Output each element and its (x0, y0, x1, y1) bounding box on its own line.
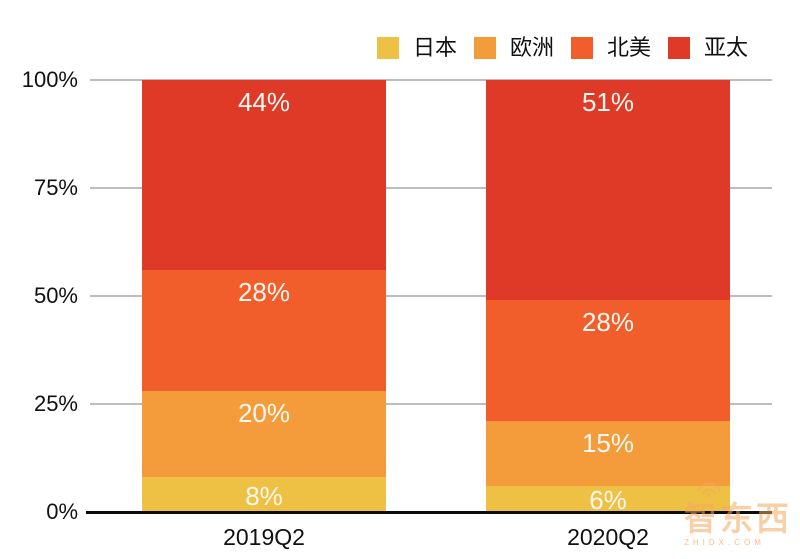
legend-label: 欧洲 (509, 35, 554, 60)
legend-swatch (667, 37, 690, 59)
legend-label: 北美 (606, 35, 651, 60)
x-tick-label-2020Q2: 2020Q2 (567, 524, 649, 550)
chart-legend: 日本 欧洲 北美 亚太 (376, 35, 748, 60)
bar-segment-亚太: 51% (486, 80, 730, 301)
legend-swatch (570, 37, 593, 59)
legend-item-1: 欧洲 (473, 35, 554, 60)
legend-label: 日本 (412, 35, 457, 60)
legend-item-0: 日本 (376, 35, 457, 60)
gridline-25 (90, 403, 772, 405)
segment-value-label: 8% (245, 480, 283, 511)
segment-value-label: 20% (237, 398, 291, 429)
bar-segment-日本: 8% (142, 477, 386, 512)
segment-value-label: 6% (589, 485, 627, 516)
legend-item-3: 亚太 (667, 35, 748, 60)
legend-swatch (473, 37, 496, 59)
gridline-50 (90, 295, 772, 297)
legend-swatch (376, 37, 399, 59)
bar-2020Q2: 6% 15% 28% 51% (486, 80, 730, 516)
bar-segment-日本: 6% (486, 485, 730, 516)
watermark-domain-text: ZHIDX.COM (684, 538, 765, 547)
bar-segment-北美: 28% (486, 300, 730, 422)
y-tick-label-75: 75% (33, 175, 78, 200)
bar-segment-欧洲: 20% (142, 391, 386, 478)
bar-2019Q2: 8% 20% 28% 44% (142, 80, 386, 512)
bar-segment-亚太: 44% (142, 80, 386, 271)
bar-segment-北美: 28% (142, 270, 386, 392)
legend-item-2: 北美 (570, 35, 651, 60)
segment-value-label: 15% (581, 428, 635, 459)
segment-value-label: 44% (237, 87, 291, 118)
x-tick-label-2019Q2: 2019Q2 (223, 524, 305, 550)
y-tick-label-100: 100% (21, 67, 78, 92)
y-tick-label-50: 50% (33, 283, 78, 308)
legend-label: 亚太 (703, 35, 748, 60)
gridline-100 (90, 79, 772, 81)
segment-value-label: 51% (581, 87, 635, 118)
bar-segment-欧洲: 15% (486, 421, 730, 487)
x-axis-baseline (86, 511, 772, 514)
segment-value-label: 28% (581, 307, 635, 338)
y-tick-label-0: 0% (46, 499, 78, 524)
y-tick-label-25: 25% (33, 391, 78, 416)
gridline-75 (90, 187, 772, 189)
segment-value-label: 28% (237, 277, 291, 308)
